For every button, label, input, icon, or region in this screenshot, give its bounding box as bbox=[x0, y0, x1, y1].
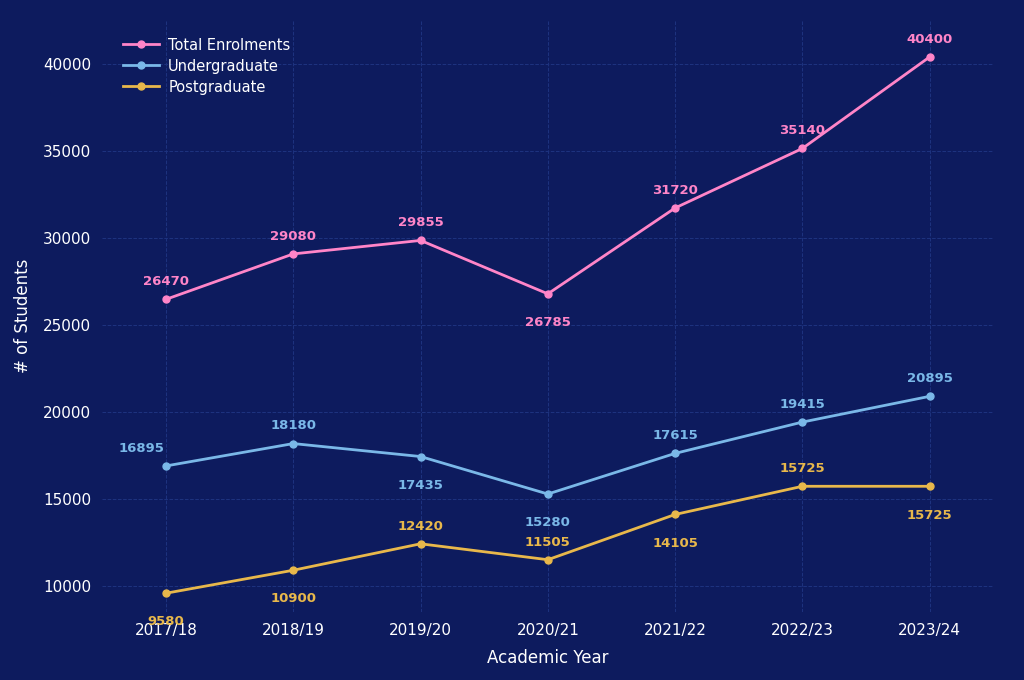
Total Enrolments bbox=[924, 53, 936, 61]
Text: 35140: 35140 bbox=[779, 124, 825, 137]
Total Enrolments bbox=[160, 295, 172, 303]
Postgraduate bbox=[542, 556, 554, 564]
Total Enrolments bbox=[542, 290, 554, 298]
Text: 15280: 15280 bbox=[525, 516, 570, 529]
X-axis label: Academic Year: Academic Year bbox=[487, 649, 608, 667]
Undergraduate bbox=[415, 452, 427, 460]
Text: 12420: 12420 bbox=[397, 520, 443, 532]
Undergraduate bbox=[924, 392, 936, 401]
Undergraduate bbox=[669, 449, 681, 458]
Text: 29080: 29080 bbox=[270, 230, 316, 243]
Text: 20895: 20895 bbox=[906, 372, 952, 385]
Text: 26785: 26785 bbox=[525, 316, 570, 329]
Text: 17615: 17615 bbox=[652, 429, 698, 442]
Text: 31720: 31720 bbox=[652, 184, 698, 197]
Y-axis label: # of Students: # of Students bbox=[14, 259, 32, 373]
Text: 19415: 19415 bbox=[779, 398, 825, 411]
Undergraduate bbox=[160, 462, 172, 470]
Text: 17435: 17435 bbox=[397, 479, 443, 492]
Total Enrolments bbox=[669, 204, 681, 212]
Text: 18180: 18180 bbox=[270, 420, 316, 432]
Text: 16895: 16895 bbox=[118, 442, 164, 455]
Total Enrolments bbox=[415, 237, 427, 245]
Text: 14105: 14105 bbox=[652, 537, 698, 549]
Line: Undergraduate: Undergraduate bbox=[163, 393, 933, 498]
Undergraduate bbox=[287, 439, 299, 447]
Legend: Total Enrolments, Undergraduate, Postgraduate: Total Enrolments, Undergraduate, Postgra… bbox=[119, 33, 295, 99]
Text: 40400: 40400 bbox=[906, 33, 952, 46]
Text: 15725: 15725 bbox=[907, 509, 952, 522]
Text: 11505: 11505 bbox=[525, 536, 570, 549]
Postgraduate bbox=[669, 511, 681, 519]
Line: Postgraduate: Postgraduate bbox=[163, 483, 933, 596]
Postgraduate bbox=[415, 540, 427, 548]
Text: 9580: 9580 bbox=[147, 615, 184, 628]
Postgraduate bbox=[287, 566, 299, 575]
Text: 26470: 26470 bbox=[143, 275, 189, 288]
Total Enrolments bbox=[287, 250, 299, 258]
Text: 29855: 29855 bbox=[397, 216, 443, 229]
Postgraduate bbox=[797, 482, 809, 490]
Text: 10900: 10900 bbox=[270, 592, 316, 605]
Postgraduate bbox=[160, 589, 172, 597]
Line: Total Enrolments: Total Enrolments bbox=[163, 54, 933, 303]
Undergraduate bbox=[542, 490, 554, 498]
Undergraduate bbox=[797, 418, 809, 426]
Postgraduate bbox=[924, 482, 936, 490]
Total Enrolments bbox=[797, 144, 809, 152]
Text: 15725: 15725 bbox=[779, 462, 825, 475]
